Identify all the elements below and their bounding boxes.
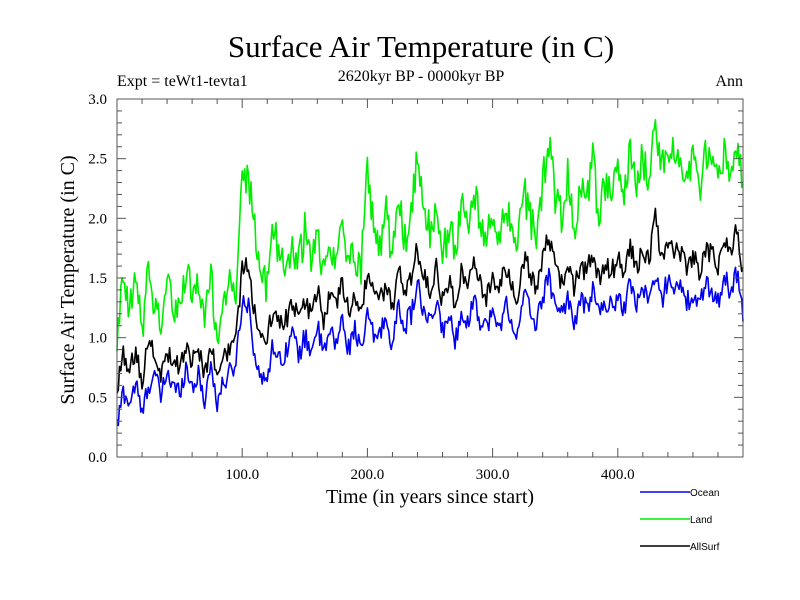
legend: Ocean Land AllSurf [640,488,720,553]
y-tick-label: 2.5 [88,152,107,168]
experiment-label: Expt = teWt1-tevta1 [117,73,248,90]
y-tick-label: 3.0 [88,92,107,108]
series-layer [116,119,744,427]
series-line-ocean [116,266,744,427]
legend-label-ocean: Ocean [690,488,719,499]
series-line-allsurf [116,207,744,394]
x-tick-label: 300.0 [476,467,510,483]
chart-title: Surface Air Temperature (in C) [228,29,614,64]
x-tick-label: 200.0 [351,467,385,483]
x-axis-label: Time (in years since start) [326,486,534,508]
series-line-land [116,119,744,352]
y-tick-label: 2.0 [88,211,107,227]
y-tick-label: 0.0 [88,450,107,466]
y-tick-label: 1.5 [88,271,107,287]
y-tick-label: 0.5 [88,390,107,406]
y-tick-label: 1.0 [88,331,107,347]
legend-label-land: Land [690,515,712,526]
chart-subtitle: 2620kyr BP - 0000kyr BP [338,68,505,85]
x-tick-label: 400.0 [601,467,635,483]
season-label: Ann [715,73,743,90]
x-tick-label: 100.0 [225,467,259,483]
legend-label-allsurf: AllSurf [690,542,720,553]
y-axis-label: Surface Air Temperature (in C) [57,155,79,404]
axes-layer: 100.0 200.0 300.0 400.0 0.0 0.5 1.0 1.5 2.0 2.5 3.… [88,92,744,483]
